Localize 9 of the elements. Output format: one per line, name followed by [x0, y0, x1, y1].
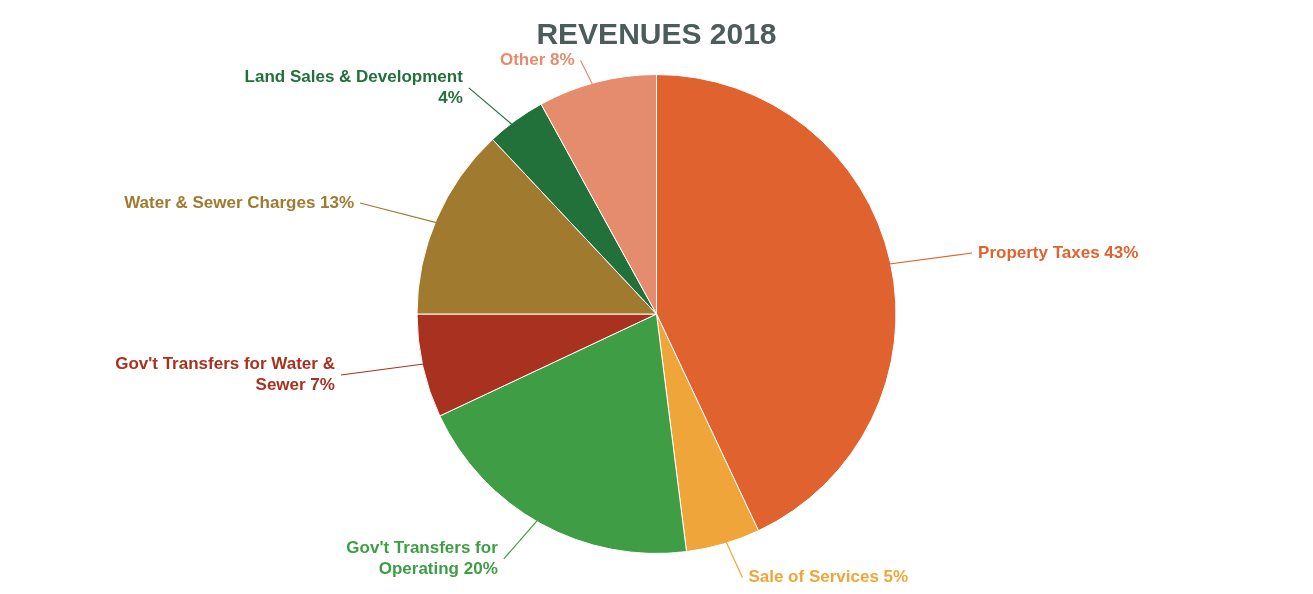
slice-label: Gov't Transfers for Operating 20%: [346, 538, 499, 579]
slice-label: Sale of Services 5%: [748, 567, 909, 587]
slice-label: Property Taxes 43%: [978, 242, 1139, 262]
slice-label: Other 8%: [499, 50, 575, 70]
slice-label: Gov't Transfers for Water & Sewer 7%: [115, 354, 335, 395]
data-label: 4%: [438, 88, 463, 108]
chart-title: REVENUES 2018: [536, 17, 777, 51]
slice-label: Land Sales & Development: [244, 67, 464, 87]
slice-label: Water & Sewer Charges 13%: [124, 192, 355, 212]
